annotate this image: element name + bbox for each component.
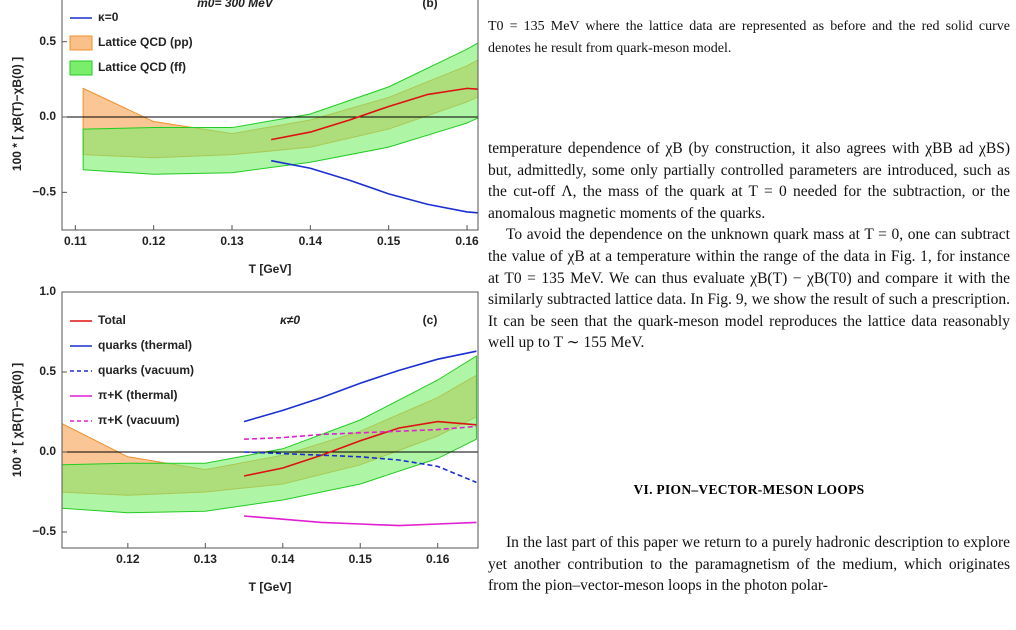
body-text: In the last part of this paper we return… (488, 532, 1010, 597)
y-tick-label: −0.5 (32, 524, 56, 538)
paragraph: temperature dependence of χB (by constru… (488, 140, 1010, 222)
legend-label: Total (98, 313, 126, 327)
x-tick-label: 0.12 (116, 552, 140, 566)
legend-label: quarks (vacuum) (98, 363, 194, 377)
y-tick-label: 0.0 (39, 444, 56, 458)
annotation: m0= 300 MeV (197, 0, 274, 10)
paragraph: To avoid the dependence on the unknown q… (488, 226, 1010, 352)
x-tick-label: 0.13 (194, 552, 218, 566)
y-tick-label: −0.5 (32, 185, 56, 199)
legend-label: κ=0 (98, 10, 119, 24)
x-tick-label: 0.14 (271, 552, 295, 566)
x-axis-label: T [GeV] (249, 262, 292, 276)
plot-area (62, 350, 478, 527)
section-heading: VI. PION–VECTOR-MESON LOOPS (633, 482, 865, 497)
x-tick-label: 0.11 (64, 234, 87, 248)
curve (271, 159, 478, 214)
legend-label: Lattice QCD (pp) (98, 35, 193, 49)
y-tick-label: 1.0 (39, 284, 56, 298)
y-tick-label: 0.5 (39, 364, 56, 378)
band (82, 42, 478, 175)
x-tick-label: 0.13 (220, 234, 244, 248)
figure: 0.5 0.0 −0.5 0.11 0.12 0.13 0.14 0.15 0.16 T [GeV… (10, 0, 479, 594)
legend-label: quarks (thermal) (98, 338, 192, 352)
annotation: (b) (422, 0, 437, 10)
legend-label: π+K (vacuum) (98, 413, 180, 427)
x-tick-label: 0.15 (377, 234, 401, 248)
curve (243, 420, 477, 477)
x-tick-label: 0.14 (299, 234, 323, 248)
x-tick-label: 0.16 (426, 552, 450, 566)
y-axis-label: 100 * [ χB(T)−χB(0) ] (10, 363, 24, 477)
curve (244, 451, 477, 484)
curve (243, 350, 477, 423)
curve (271, 87, 478, 141)
plot-area (62, 42, 478, 214)
y-axis-label: 100 * [ χB(T)−χB(0) ] (10, 57, 24, 171)
legend-label: π+K (thermal) (98, 388, 178, 402)
legend-swatch (69, 60, 93, 76)
paragraph: In the last part of this paper we return… (488, 534, 1010, 595)
legend-swatch (69, 35, 93, 51)
curve (244, 425, 477, 440)
caption: T0 = 135 MeV where the lattice data are … (488, 19, 1010, 56)
legend-label: Lattice QCD (ff) (98, 60, 186, 74)
y-tick-label: 0.0 (39, 109, 56, 123)
curve (243, 515, 477, 527)
y-tick-label: 0.5 (39, 34, 56, 48)
x-tick-label: 0.12 (142, 234, 166, 248)
x-tick-label: 0.15 (349, 552, 373, 566)
annotation: κ≠0 (280, 313, 300, 327)
x-tick-label: 0.16 (455, 234, 479, 248)
annotation: (c) (423, 313, 438, 327)
x-axis-label: T [GeV] (249, 580, 292, 594)
body-text: temperature dependence of χB (by constru… (488, 138, 1010, 354)
plot-frame (61, 291, 479, 549)
plot-frame (61, 0, 479, 231)
band (62, 355, 477, 514)
